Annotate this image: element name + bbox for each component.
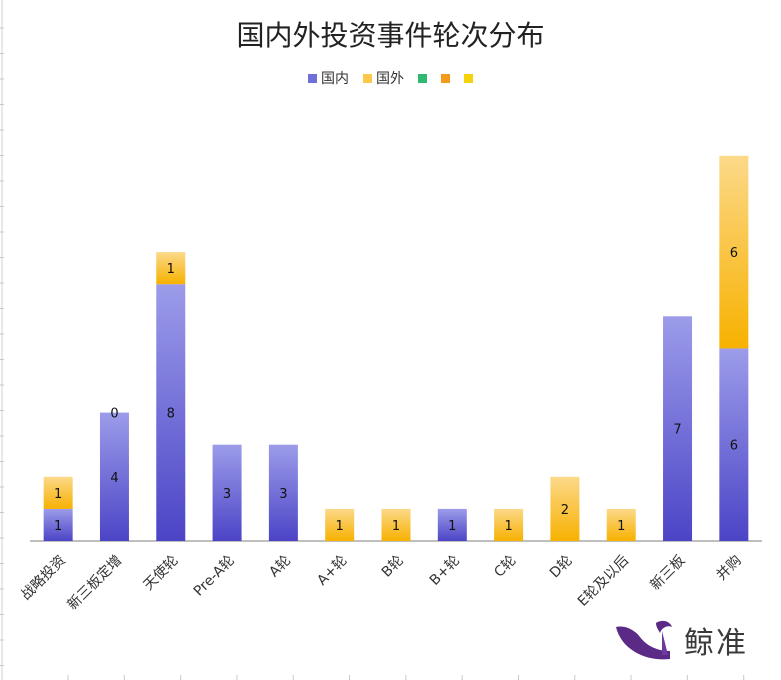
legend-label: 国内 — [321, 71, 349, 87]
bar-foreign-0 — [43, 476, 73, 509]
x-tick-label: B轮 — [379, 553, 407, 581]
data-label-domestic: 3 — [223, 487, 231, 502]
bars-layer — [43, 155, 749, 541]
bar-foreign-10 — [606, 508, 636, 541]
x-tick-label: C轮 — [491, 553, 519, 581]
bar-domestic-4 — [268, 444, 298, 541]
data-label-domestic: 3 — [279, 487, 287, 502]
legend-swatch — [418, 73, 427, 83]
bar-domestic-1 — [99, 412, 129, 541]
x-tick-label: B+轮 — [427, 553, 463, 589]
watermark: 鲸准 — [612, 610, 772, 670]
chart-title: 国内外投资事件轮次分布 — [236, 19, 545, 52]
x-tick-label: A+轮 — [314, 553, 350, 589]
bar-foreign-2 — [156, 252, 186, 285]
legend-swatch — [464, 73, 473, 83]
data-label-foreign: 1 — [392, 519, 400, 534]
legend-swatch — [441, 73, 450, 83]
chart-legend: 国内 国外 — [0, 68, 781, 88]
legend-item — [464, 68, 473, 88]
bar-foreign-8 — [494, 508, 524, 541]
data-label-foreign: 1 — [336, 519, 344, 534]
legend-swatch — [308, 73, 317, 83]
data-label-domestic: 8 — [167, 407, 175, 422]
bar-foreign-6 — [381, 508, 411, 541]
bar-domestic-7 — [437, 508, 467, 541]
data-label-foreign: 1 — [504, 519, 512, 534]
x-tick-label: Pre-A轮 — [191, 553, 238, 600]
data-label-foreign: 1 — [54, 487, 62, 502]
legend-label: 国外 — [376, 71, 404, 87]
bar-domestic-12 — [719, 348, 749, 541]
bar-domestic-11 — [663, 316, 693, 541]
bar-foreign-9 — [550, 476, 580, 541]
data-label-foreign: 0 — [110, 407, 118, 422]
x-tick-label: 天使轮 — [140, 552, 182, 594]
data-label-domestic: 1 — [54, 519, 62, 534]
data-labels-layer: 1 1 4 0 8 1 3 3 1 1 1 1 2 1 7 6 6 — [54, 246, 738, 534]
whale-logo-icon — [616, 620, 672, 660]
data-label-domestic: 6 — [730, 439, 738, 454]
x-tick-label: 新三板定增 — [64, 553, 125, 614]
bar-foreign-12 — [719, 155, 749, 349]
x-tick-label: E轮及以后 — [575, 553, 632, 610]
data-label-domestic: 4 — [110, 471, 118, 486]
data-label-foreign: 1 — [617, 519, 625, 534]
bar-domestic-3 — [212, 444, 242, 541]
x-tick-label: D轮 — [547, 553, 576, 582]
legend-item: 国外 — [363, 68, 404, 88]
bar-foreign-5 — [325, 508, 355, 541]
legend-item — [441, 68, 450, 88]
x-tick-label: A轮 — [266, 553, 294, 581]
x-tick-label: 新三板 — [647, 553, 688, 594]
data-label-foreign: 1 — [167, 262, 175, 277]
legend-swatch — [363, 73, 372, 83]
legend-item: 国内 — [308, 68, 349, 88]
data-label-foreign: 6 — [730, 246, 738, 261]
data-label-domestic: 1 — [448, 519, 456, 534]
x-tick-label: 战略投资 — [18, 553, 69, 604]
bar-domestic-2 — [156, 284, 186, 541]
legend-item — [418, 68, 427, 88]
bar-domestic-0 — [43, 508, 73, 541]
watermark-text: 鲸准 — [684, 626, 748, 661]
x-tick-label: 并购 — [714, 553, 745, 584]
data-label-domestic: 7 — [673, 423, 681, 438]
data-label-foreign: 2 — [561, 503, 569, 518]
